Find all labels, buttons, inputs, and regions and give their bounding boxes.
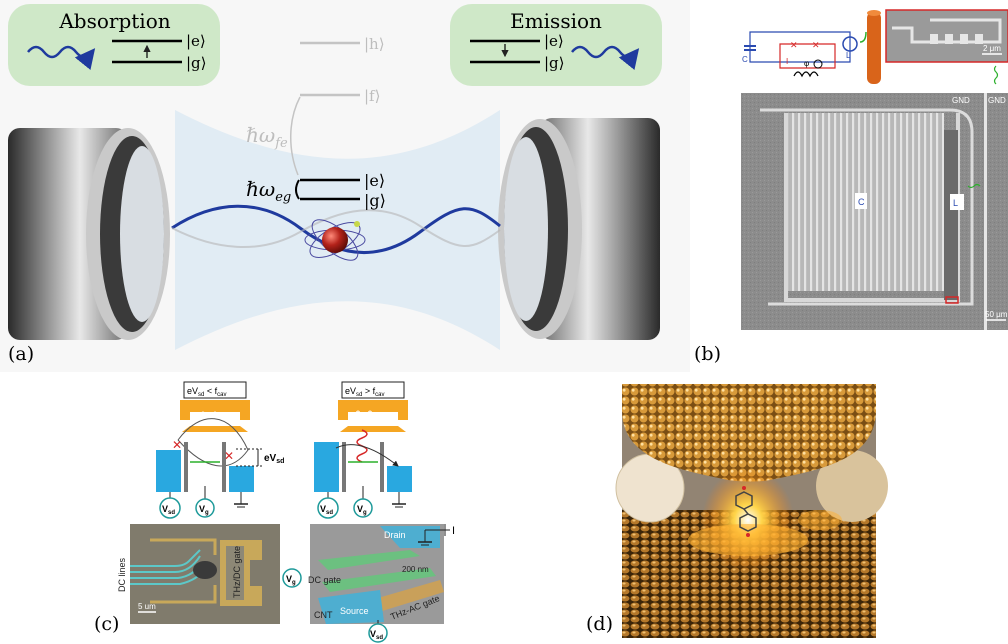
cavity-wave-shadow: [171, 209, 501, 248]
panel-d-label: (d): [586, 613, 613, 635]
source-label: Source: [340, 606, 369, 616]
condition-right: eVsd > fcav: [345, 386, 384, 398]
vsd-terminal-left: [159, 497, 181, 519]
transition-fe-label: ℏωfe: [246, 123, 288, 151]
molecule: [735, 486, 757, 537]
dc-lines-label: DC lines: [117, 557, 127, 592]
block-x-right: ✕: [224, 449, 234, 463]
condition-left: eVsd < fcav: [187, 386, 226, 398]
plasmon-glow: [702, 468, 794, 572]
absorption-title: Absorption: [58, 9, 170, 33]
emission-box: Emission |e⟩ |g⟩: [450, 4, 662, 86]
level-f-label: |f⟩: [364, 87, 380, 105]
scale-left-label: 5 um: [138, 602, 156, 611]
schematic-left: eVsd < fcav ✕ ✕ eVsd Vsd Vg: [156, 381, 284, 519]
vg-terminal-mid: [282, 568, 302, 588]
josephson-x: ✕: [790, 41, 798, 51]
cavity-wave: [171, 204, 501, 254]
vg-label-right: Vg: [357, 504, 367, 516]
level-h-label: |h⟩: [364, 35, 385, 53]
vsd-label-left: Vsd: [162, 504, 175, 516]
transition-eg-bracket: [295, 179, 300, 200]
energy-ladder: |h⟩ |f⟩ ℏωfe |e⟩ |g⟩ ℏωeg: [246, 35, 386, 210]
emission-title: Emission: [510, 9, 602, 33]
sem-main: C L GND GND 50 μm: [741, 93, 1008, 330]
coupling-coil-icon: [842, 36, 858, 52]
gold-tip: [622, 384, 876, 482]
left-mirror: [8, 128, 170, 340]
vg-terminal-right: [353, 498, 373, 518]
vg-label-mid: Vg: [286, 574, 296, 586]
transition-eg-label: ℏωeg: [246, 177, 291, 205]
micrograph-left: THz/DC gate 5 um: [130, 524, 280, 624]
panel-c: eVsd < fcav ✕ ✕ eVsd Vsd Vg: [94, 381, 455, 643]
circuit-schematic: C ✕ ✕ I φ L: [742, 31, 867, 78]
schematic-right: eVsd > fcav Vsd Vg: [314, 381, 412, 519]
sem-inset-top: 2 μm: [885, 9, 1008, 63]
atom: [304, 219, 366, 261]
nm200-label: 200 nm: [402, 565, 429, 574]
emission-g-label: |g⟩: [544, 54, 565, 72]
green-signal-main: [967, 183, 981, 189]
waveguide: [867, 12, 881, 84]
absorption-e-label: |e⟩: [186, 32, 206, 50]
vsd-label-right: Vsd: [320, 504, 333, 516]
vsd-terminal-right: [317, 497, 339, 519]
evsd-label: eVsd: [264, 453, 284, 465]
emission-e-label: |e⟩: [544, 32, 564, 50]
drain-label: Drain: [384, 530, 406, 540]
panel-a-label: (a): [8, 343, 34, 365]
absorption-g-label: |g⟩: [186, 54, 207, 72]
circuit-ib-label: I: [786, 57, 788, 66]
circuit-phi-label: φ: [804, 59, 809, 68]
circuit-lcoil-label: L: [846, 51, 851, 60]
dc-gate-label: DC gate: [308, 575, 341, 585]
panel-b: C ✕ ✕ I φ L 2 μm: [694, 9, 1008, 365]
gnd-right-label: GND: [988, 96, 1006, 105]
level-e-label: |e⟩: [364, 171, 385, 190]
absorption-wave: [27, 45, 96, 70]
vsd-terminal-bottom: [368, 623, 388, 643]
block-x-left: ✕: [172, 438, 182, 452]
panel-a: Absorption |e⟩ |g⟩ Emission |e⟩ |g⟩ |h⟩ …: [0, 0, 690, 372]
junction-marker: [945, 296, 959, 304]
gold-substrate: [622, 510, 876, 638]
gnd-left-label: GND: [952, 96, 970, 105]
circuit-c-label: C: [742, 55, 748, 64]
thz-dc-gate-label: THz/DC gate: [232, 546, 242, 598]
transition-fe-arrow: [290, 96, 301, 176]
scale-bar-top-label: 2 μm: [983, 44, 1001, 53]
vg-label-left: Vg: [199, 504, 209, 516]
micrograph-right: Drain DC gate 200 nm THz-AC gate CNT Sou…: [308, 524, 444, 624]
panel-c-label: (c): [94, 613, 119, 635]
capacitor-label: C: [858, 197, 865, 207]
right-mirror: [498, 118, 660, 340]
panel-d: (d): [586, 384, 888, 638]
emission-wave: [571, 45, 640, 70]
current-label: I: [452, 525, 455, 537]
josephson-x2: ✕: [812, 41, 820, 51]
side-sphere-right: [816, 450, 888, 522]
absorption-box: Absorption |e⟩ |g⟩: [8, 4, 220, 86]
cnt-label: CNT: [314, 610, 333, 620]
vsd-label-bottom: Vsd: [370, 629, 383, 641]
panel-b-label: (b): [694, 343, 721, 365]
green-signal-top: [993, 65, 999, 85]
level-g-label: |g⟩: [364, 191, 386, 210]
inductor-label: L: [953, 198, 958, 208]
vg-terminal-left: [195, 498, 215, 518]
scale-bar-main-label: 50 μm: [985, 310, 1008, 319]
